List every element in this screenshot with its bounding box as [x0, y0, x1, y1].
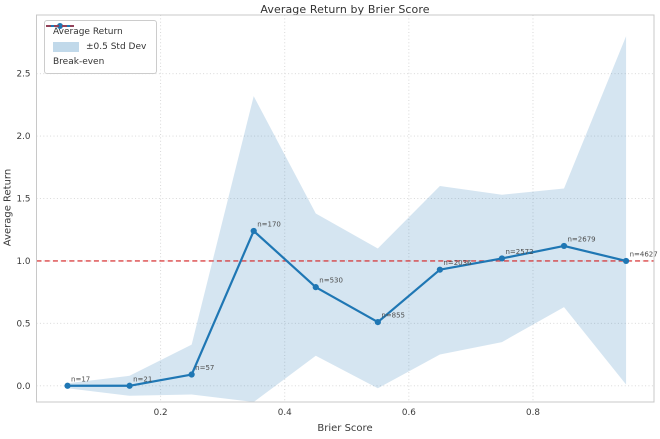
point-annotation: n=2572	[505, 248, 533, 256]
x-axis-label: Brier Score	[317, 423, 373, 434]
legend-entry-break-even: Break-even	[46, 25, 146, 67]
point-annotation: n=855	[381, 312, 405, 320]
data-point-marker	[560, 242, 568, 250]
data-point-marker	[498, 255, 506, 262]
data-point-marker	[312, 284, 319, 291]
plot-area	[36, 15, 654, 402]
point-annotation: n=21	[133, 375, 152, 383]
data-point-marker	[250, 227, 257, 235]
y-tick-label: 1.0	[17, 257, 31, 267]
point-annotation: n=170	[257, 220, 281, 228]
average-return-line	[67, 229, 627, 387]
y-tick-label: 0.5	[17, 319, 31, 329]
point-annotation: n=57	[195, 364, 214, 372]
y-tick-label: 1.5	[17, 195, 31, 205]
legend-label-std-dev: ±0.5 Std Dev	[86, 42, 147, 52]
legend-label-average-return: Average Return	[53, 27, 123, 37]
plot-border	[36, 14, 655, 403]
y-tick-label: 2.5	[17, 70, 31, 80]
point-annotation: n=17	[71, 375, 90, 383]
data-point-marker	[436, 266, 443, 273]
data-point-marker	[188, 371, 195, 378]
point-annotation: n=530	[319, 277, 343, 285]
x-tick-label: 0.6	[402, 408, 416, 418]
point-annotation: n=2679	[568, 235, 596, 243]
dashed-line-icon	[46, 25, 74, 27]
legend: Average Return ±0.5 Std Dev Break-even	[44, 20, 158, 74]
x-tick-label: 0.2	[154, 408, 168, 418]
band-swatch-icon	[53, 42, 79, 52]
data-point-marker	[622, 257, 630, 265]
x-tick-label: 0.4	[278, 408, 292, 418]
y-tick-label: 2.0	[17, 132, 31, 142]
point-annotation: n=4627	[630, 250, 658, 258]
y-axis-label: Average Return	[2, 168, 14, 247]
legend-entry-std-dev: ±0.5 Std Dev	[53, 42, 146, 52]
data-point-marker	[374, 319, 381, 326]
point-annotation: n=2036	[443, 259, 472, 267]
legend-label-break-even: Break-even	[53, 57, 105, 67]
chart-title: Average Return by Brier Score	[260, 3, 430, 16]
x-tick-label: 0.8	[526, 408, 540, 418]
y-tick-label: 0.0	[17, 382, 31, 392]
std-dev-band	[67, 36, 627, 402]
data-point-marker	[64, 382, 71, 389]
data-point-marker	[126, 382, 133, 389]
